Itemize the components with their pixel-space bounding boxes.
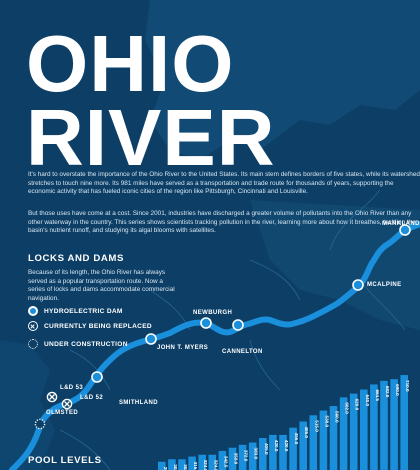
pool-bar [380, 380, 388, 470]
dotted-circle-icon [28, 339, 38, 349]
tributary-7 [59, 429, 111, 470]
pool-bar-label: 302.0 [173, 464, 178, 470]
dam-ld52-icon [61, 398, 73, 410]
pool-bar-label: 420.0 [284, 440, 289, 452]
label-ld53: L&D 53 [60, 385, 84, 391]
pool-bar-label: 324.0 [203, 460, 208, 470]
label-newburgh: NEWBURGH [193, 310, 233, 316]
pool-bar [349, 393, 358, 470]
dam-olmsted-icon [34, 418, 46, 430]
pool-bar [289, 427, 297, 470]
pool-bar [339, 397, 348, 470]
pool-bar-label: 372.0 [244, 450, 249, 462]
pool-bar [228, 447, 237, 470]
legend-item-being-replaced: CURRENTLY BEING REPLACED [28, 320, 152, 332]
label-smithland: SMITHLAND [119, 400, 158, 406]
pool-bar-label: 620.0 [355, 399, 360, 411]
pool-bar [178, 459, 186, 470]
locks-and-dams-heading: LOCKS AND DAMS [28, 253, 124, 264]
pool-bar [208, 454, 217, 470]
pool-bar-label: 383.0 [254, 448, 259, 460]
pool-bar-label: 290.0 [163, 467, 168, 470]
label-mcalpine: MCALPINE [367, 282, 402, 288]
title-line-1: OHIO [26, 19, 235, 108]
pool-bar [218, 450, 227, 470]
pool-bar [158, 461, 166, 470]
pool-bar [309, 415, 318, 470]
locks-and-dams-body: Because of its length, the Ohio River ha… [28, 269, 175, 302]
pool-bar-label: 342.5 [223, 456, 228, 468]
pool-bar [329, 406, 338, 470]
pool-bar [188, 456, 196, 470]
pool-bar [299, 421, 307, 470]
label-john-t-myers: JOHN T. MYERS [157, 345, 209, 351]
pool-bar [370, 384, 378, 470]
pool-bar-label: 515.0 [314, 420, 319, 432]
pool-bar-label: 405.0 [264, 443, 269, 455]
pool-bar-label: 324.0 [213, 460, 218, 470]
pool-bar [198, 454, 206, 470]
dam-john-t-myers-icon [145, 333, 157, 345]
tributary-6 [249, 339, 281, 391]
title-line-2: RIVER [26, 93, 276, 182]
label-olmsted: OLMSTED [46, 410, 79, 416]
hydroelectric-dam-icon [28, 306, 38, 316]
ohio-river-path [9, 221, 420, 470]
tributary-1 [329, 189, 381, 251]
intro-paragraph-1: It's hard to overstate the importance of… [28, 171, 420, 196]
pool-bar [259, 438, 267, 470]
label-markland: MARKLAND [382, 221, 420, 227]
pool-bar-label: 538.0 [324, 416, 329, 428]
pool-bar-label: 560.0 [335, 411, 340, 423]
intro-paragraph-2: But those uses have come at a cost. Sinc… [28, 210, 416, 235]
land-region-lower [0, 340, 55, 470]
pool-bar [269, 434, 277, 470]
dam-smithland-icon [91, 371, 103, 383]
pool-bar [390, 379, 398, 470]
pool-bar [319, 410, 328, 470]
pool-bar-label: 302.0 [183, 464, 188, 470]
legend-label: HYDROELECTRIC DAM [44, 307, 123, 315]
pool-bar [400, 375, 408, 470]
tributary-2 [249, 259, 301, 301]
dam-newburgh-icon [200, 317, 212, 329]
dam-ld53-icon [46, 391, 58, 403]
pool-bar-label: 682.0 [385, 386, 390, 398]
x-circle-icon [28, 321, 38, 331]
pool-bar-label: 710.0 [405, 380, 410, 392]
tributary-3 [359, 279, 406, 331]
pool-bar-label: 420.0 [274, 440, 279, 452]
pool-bar-label: 640.0 [365, 395, 370, 407]
dam-mcalpine-icon [352, 279, 364, 291]
legend-item-under-construction: UNDER CONSTRUCTION [28, 338, 128, 350]
pool-bar-label: 455.0 [294, 433, 299, 445]
pool-bar-label: 664.5 [375, 389, 380, 401]
legend-item-hydroelectric-dam: HYDROELECTRIC DAM [28, 305, 123, 317]
pool-level-bars: 290.0 302.0 302.0 315.0 324.0 324.0 342.5 358.0… [158, 375, 410, 470]
pool-bar [279, 434, 287, 470]
tributary-5 [69, 349, 111, 391]
pool-bar [248, 442, 257, 470]
land-region-east [250, 200, 420, 330]
label-ld52: L&D 52 [80, 395, 104, 401]
legend-label: UNDER CONSTRUCTION [44, 340, 128, 348]
land-region-upper [145, 0, 420, 160]
pool-bar-label: 358.0 [234, 453, 239, 465]
dam-markland-icon [399, 224, 411, 236]
dam-cannelton-icon [232, 319, 244, 331]
pool-bar [168, 459, 176, 470]
pool-levels-heading: POOL LEVELS [28, 455, 102, 466]
pool-bar-label: 690.0 [395, 384, 400, 396]
pool-bar-label: 315.0 [193, 462, 198, 470]
pool-bar [360, 389, 368, 470]
pool-bar-label: 485.0 [304, 427, 309, 439]
pool-bar-label: 602.0 [345, 402, 350, 414]
pool-bar [238, 444, 247, 470]
label-cannelton: CANNELTON [222, 349, 263, 355]
legend-label: CURRENTLY BEING REPLACED [44, 322, 152, 330]
tributaries [59, 189, 406, 470]
